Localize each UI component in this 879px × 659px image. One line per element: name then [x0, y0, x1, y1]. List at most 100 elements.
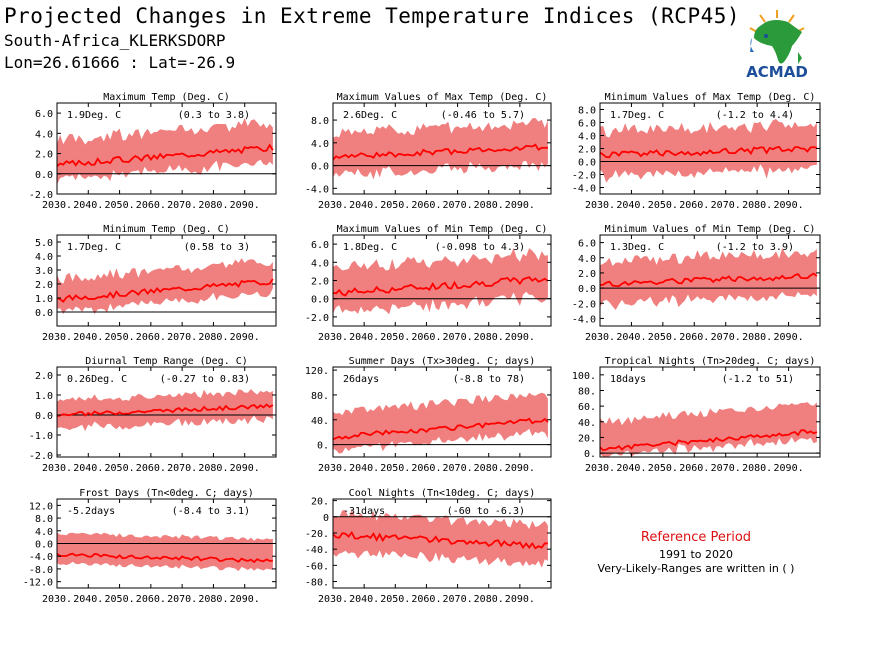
x-tick-label: 2030. — [42, 332, 72, 343]
x-tick-label: 2070. — [443, 200, 473, 211]
median-line — [56, 552, 273, 564]
y-tick-label: 4.0 — [578, 254, 596, 265]
change-value: -5.2days — [67, 506, 115, 517]
x-tick-label: 2090. — [230, 200, 260, 211]
x-tick-label: 2070. — [167, 332, 197, 343]
x-tick-label: 2080. — [474, 332, 504, 343]
x-tick-label: 2050. — [380, 594, 410, 605]
chart-title: Minimum Temp (Deg. C) — [103, 224, 229, 235]
y-tick-label: 8.0 — [578, 106, 596, 117]
x-tick-label: 2090. — [230, 463, 260, 474]
x-tick-label: 2080. — [474, 594, 504, 605]
x-tick-label: 2060. — [136, 594, 166, 605]
x-tick-label: 2040. — [73, 332, 103, 343]
x-tick-label: 2050. — [380, 463, 410, 474]
x-tick-label: 2080. — [474, 463, 504, 474]
y-tick-label: 0. — [317, 441, 329, 452]
x-tick-label: 2040. — [73, 200, 103, 211]
x-tick-label: 2060. — [679, 200, 709, 211]
y-tick-label: -1.0 — [29, 431, 53, 442]
x-tick-label: 2070. — [711, 332, 741, 343]
x-tick-label: 2030. — [318, 463, 348, 474]
x-tick-label: 2030. — [318, 594, 348, 605]
y-tick-label: 0 — [323, 513, 329, 524]
y-tick-label: 5.0 — [35, 238, 53, 249]
y-tick-label: 4.0 — [311, 258, 329, 269]
change-value: 26days — [343, 374, 379, 385]
x-tick-label: 2050. — [648, 463, 678, 474]
x-tick-label: 2070. — [167, 200, 197, 211]
likely-range: (-1.2 to 51) — [722, 374, 794, 385]
x-tick-label: 2070. — [711, 200, 741, 211]
change-value: 1.9Deg. C — [67, 110, 121, 121]
x-tick-label: 2040. — [349, 200, 379, 211]
y-tick-label: 2.0 — [35, 371, 53, 382]
y-tick-label: 0. — [584, 449, 596, 460]
median-line — [599, 272, 818, 288]
x-tick-label: 2030. — [318, 332, 348, 343]
range-band — [57, 118, 273, 185]
y-tick-label: 4.0 — [311, 139, 329, 150]
x-tick-label: 2080. — [198, 200, 228, 211]
y-tick-label: 6.0 — [578, 239, 596, 250]
y-tick-label: 60. — [578, 402, 596, 413]
likely-range: (0.58 to 3) — [184, 242, 250, 253]
x-tick-label: 2050. — [648, 200, 678, 211]
chart-title: Diurnal Temp Range (Deg. C) — [85, 356, 248, 367]
y-tick-label: 2.0 — [578, 145, 596, 156]
x-tick-label: 2080. — [198, 332, 228, 343]
x-tick-label: 2030. — [585, 463, 615, 474]
y-tick-label: 8.0 — [311, 116, 329, 127]
x-tick-label: 2080. — [474, 200, 504, 211]
x-tick-label: 2090. — [774, 332, 804, 343]
chart-panel: 0.20.40.60.80.100.2030. 2040. 2050. 2060. 20… — [572, 356, 821, 474]
location-label: South-Africa_KLERKSDORP — [4, 31, 226, 50]
median-line — [56, 278, 274, 303]
chart-title: Cool Nights (Tn<10deg. C; days) — [349, 488, 536, 499]
y-tick-label: 2.0 — [311, 277, 329, 288]
median-line — [56, 143, 274, 168]
x-tick-label: 2070. — [443, 332, 473, 343]
change-value: 2.6Deg. C — [343, 110, 397, 121]
y-tick-label: 0.0 — [311, 162, 329, 173]
chart-title: Minimum Values of Min Temp (Deg. C) — [605, 224, 816, 235]
x-tick-label: 2040. — [349, 332, 379, 343]
y-tick-label: 20. — [311, 497, 329, 508]
likely-range: (-8.8 to 78) — [453, 374, 525, 385]
plot-frame — [599, 366, 821, 458]
y-tick-label: 40. — [311, 416, 329, 427]
chart-title: Frost Days (Tn<0deg. C; days) — [79, 488, 254, 499]
y-tick-label: -12.0 — [23, 578, 53, 589]
x-tick-label: 2040. — [73, 463, 103, 474]
y-tick-label: -20. — [305, 529, 329, 540]
y-tick-label: 4.0 — [35, 527, 53, 538]
y-tick-label: 12.0 — [29, 501, 53, 512]
chart-title: Minimum Values of Max Temp (Deg. C) — [605, 92, 816, 103]
chart-title: Tropical Nights (Tn>20deg. C; days) — [605, 356, 816, 367]
y-tick-label: 1.0 — [35, 391, 53, 402]
y-tick-label: 100. — [572, 371, 596, 382]
x-tick-label: 2030. — [42, 200, 72, 211]
x-tick-label: 2060. — [679, 463, 709, 474]
x-tick-label: 2060. — [411, 332, 441, 343]
x-tick-label: 2060. — [411, 200, 441, 211]
y-tick-label: 2.0 — [35, 150, 53, 161]
y-tick-label: -40. — [305, 545, 329, 556]
change-value: 1.7Deg. C — [610, 110, 664, 121]
x-tick-label: 2030. — [42, 594, 72, 605]
y-tick-label: 1.0 — [35, 294, 53, 305]
median-line — [332, 143, 548, 161]
median-line — [56, 403, 274, 417]
x-tick-label: 2040. — [349, 594, 379, 605]
plot-frame — [332, 102, 552, 195]
x-tick-label: 2070. — [167, 594, 197, 605]
median-line — [332, 530, 548, 550]
x-tick-label: 2070. — [443, 594, 473, 605]
x-tick-label: 2050. — [380, 332, 410, 343]
range-band — [333, 510, 548, 568]
x-tick-label: 2030. — [318, 200, 348, 211]
coordinates-label: Lon=26.61666 : Lat=-26.9 — [4, 53, 236, 72]
y-tick-label: -2.0 — [305, 313, 329, 324]
